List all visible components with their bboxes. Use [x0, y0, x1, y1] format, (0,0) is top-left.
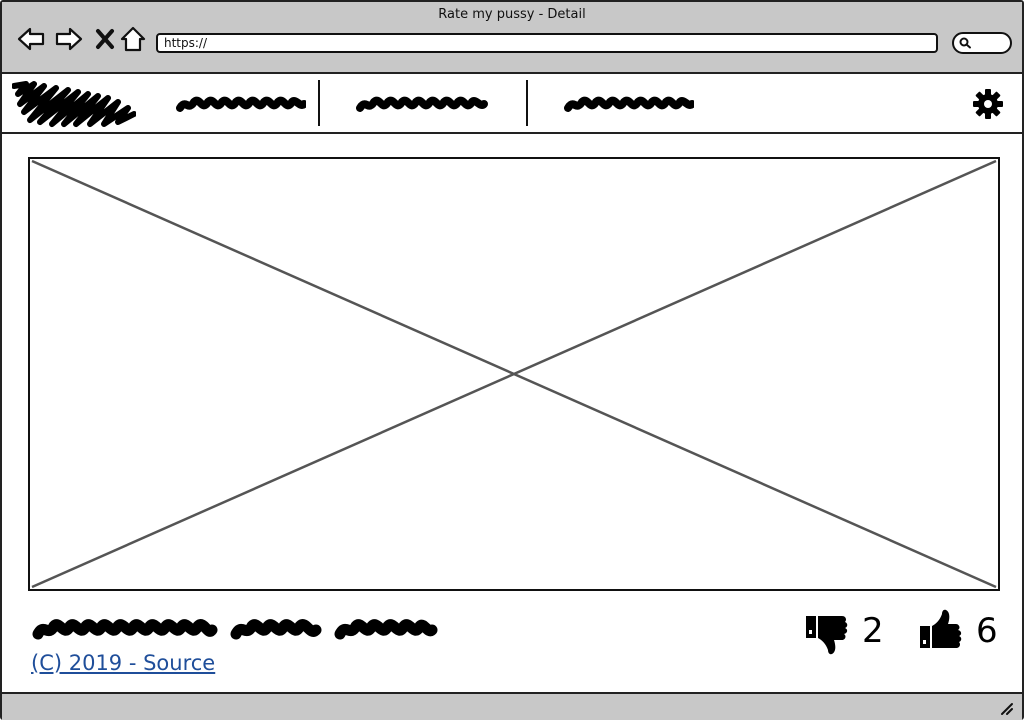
search-icon: [959, 37, 971, 49]
nav-link-2[interactable]: [356, 90, 488, 116]
back-arrow-icon[interactable]: [16, 24, 46, 54]
window-title: Rate my pussy - Detail: [438, 7, 586, 22]
like-count: 6: [976, 611, 998, 651]
home-icon[interactable]: [118, 24, 148, 54]
thumbs-up-icon: [920, 609, 962, 648]
scribbled-caption: [32, 619, 438, 640]
nav-separator: [318, 80, 320, 126]
like-button[interactable]: 6: [918, 605, 998, 657]
search-button[interactable]: [952, 32, 1012, 54]
nav-separator: [526, 80, 528, 126]
source-link[interactable]: (C) 2019 - Source: [31, 651, 216, 675]
forward-arrow-icon[interactable]: [54, 24, 84, 54]
resize-grip-icon[interactable]: [998, 700, 1014, 716]
nav-link-1[interactable]: [176, 90, 308, 116]
stop-icon[interactable]: [90, 24, 120, 54]
dislike-count: 2: [862, 611, 884, 651]
nav-link-3[interactable]: [564, 90, 696, 116]
logo-scribble[interactable]: [12, 80, 136, 128]
site-header: [2, 74, 1022, 134]
dislike-button[interactable]: 2: [804, 605, 884, 657]
status-bar: [2, 692, 1022, 720]
thumbs-down-icon: [806, 616, 848, 655]
url-input[interactable]: https://: [156, 33, 938, 53]
browser-toolbar: Rate my pussy - Detail https://: [2, 2, 1022, 74]
gear-icon[interactable]: [972, 88, 1004, 120]
image-placeholder: [28, 157, 1000, 591]
